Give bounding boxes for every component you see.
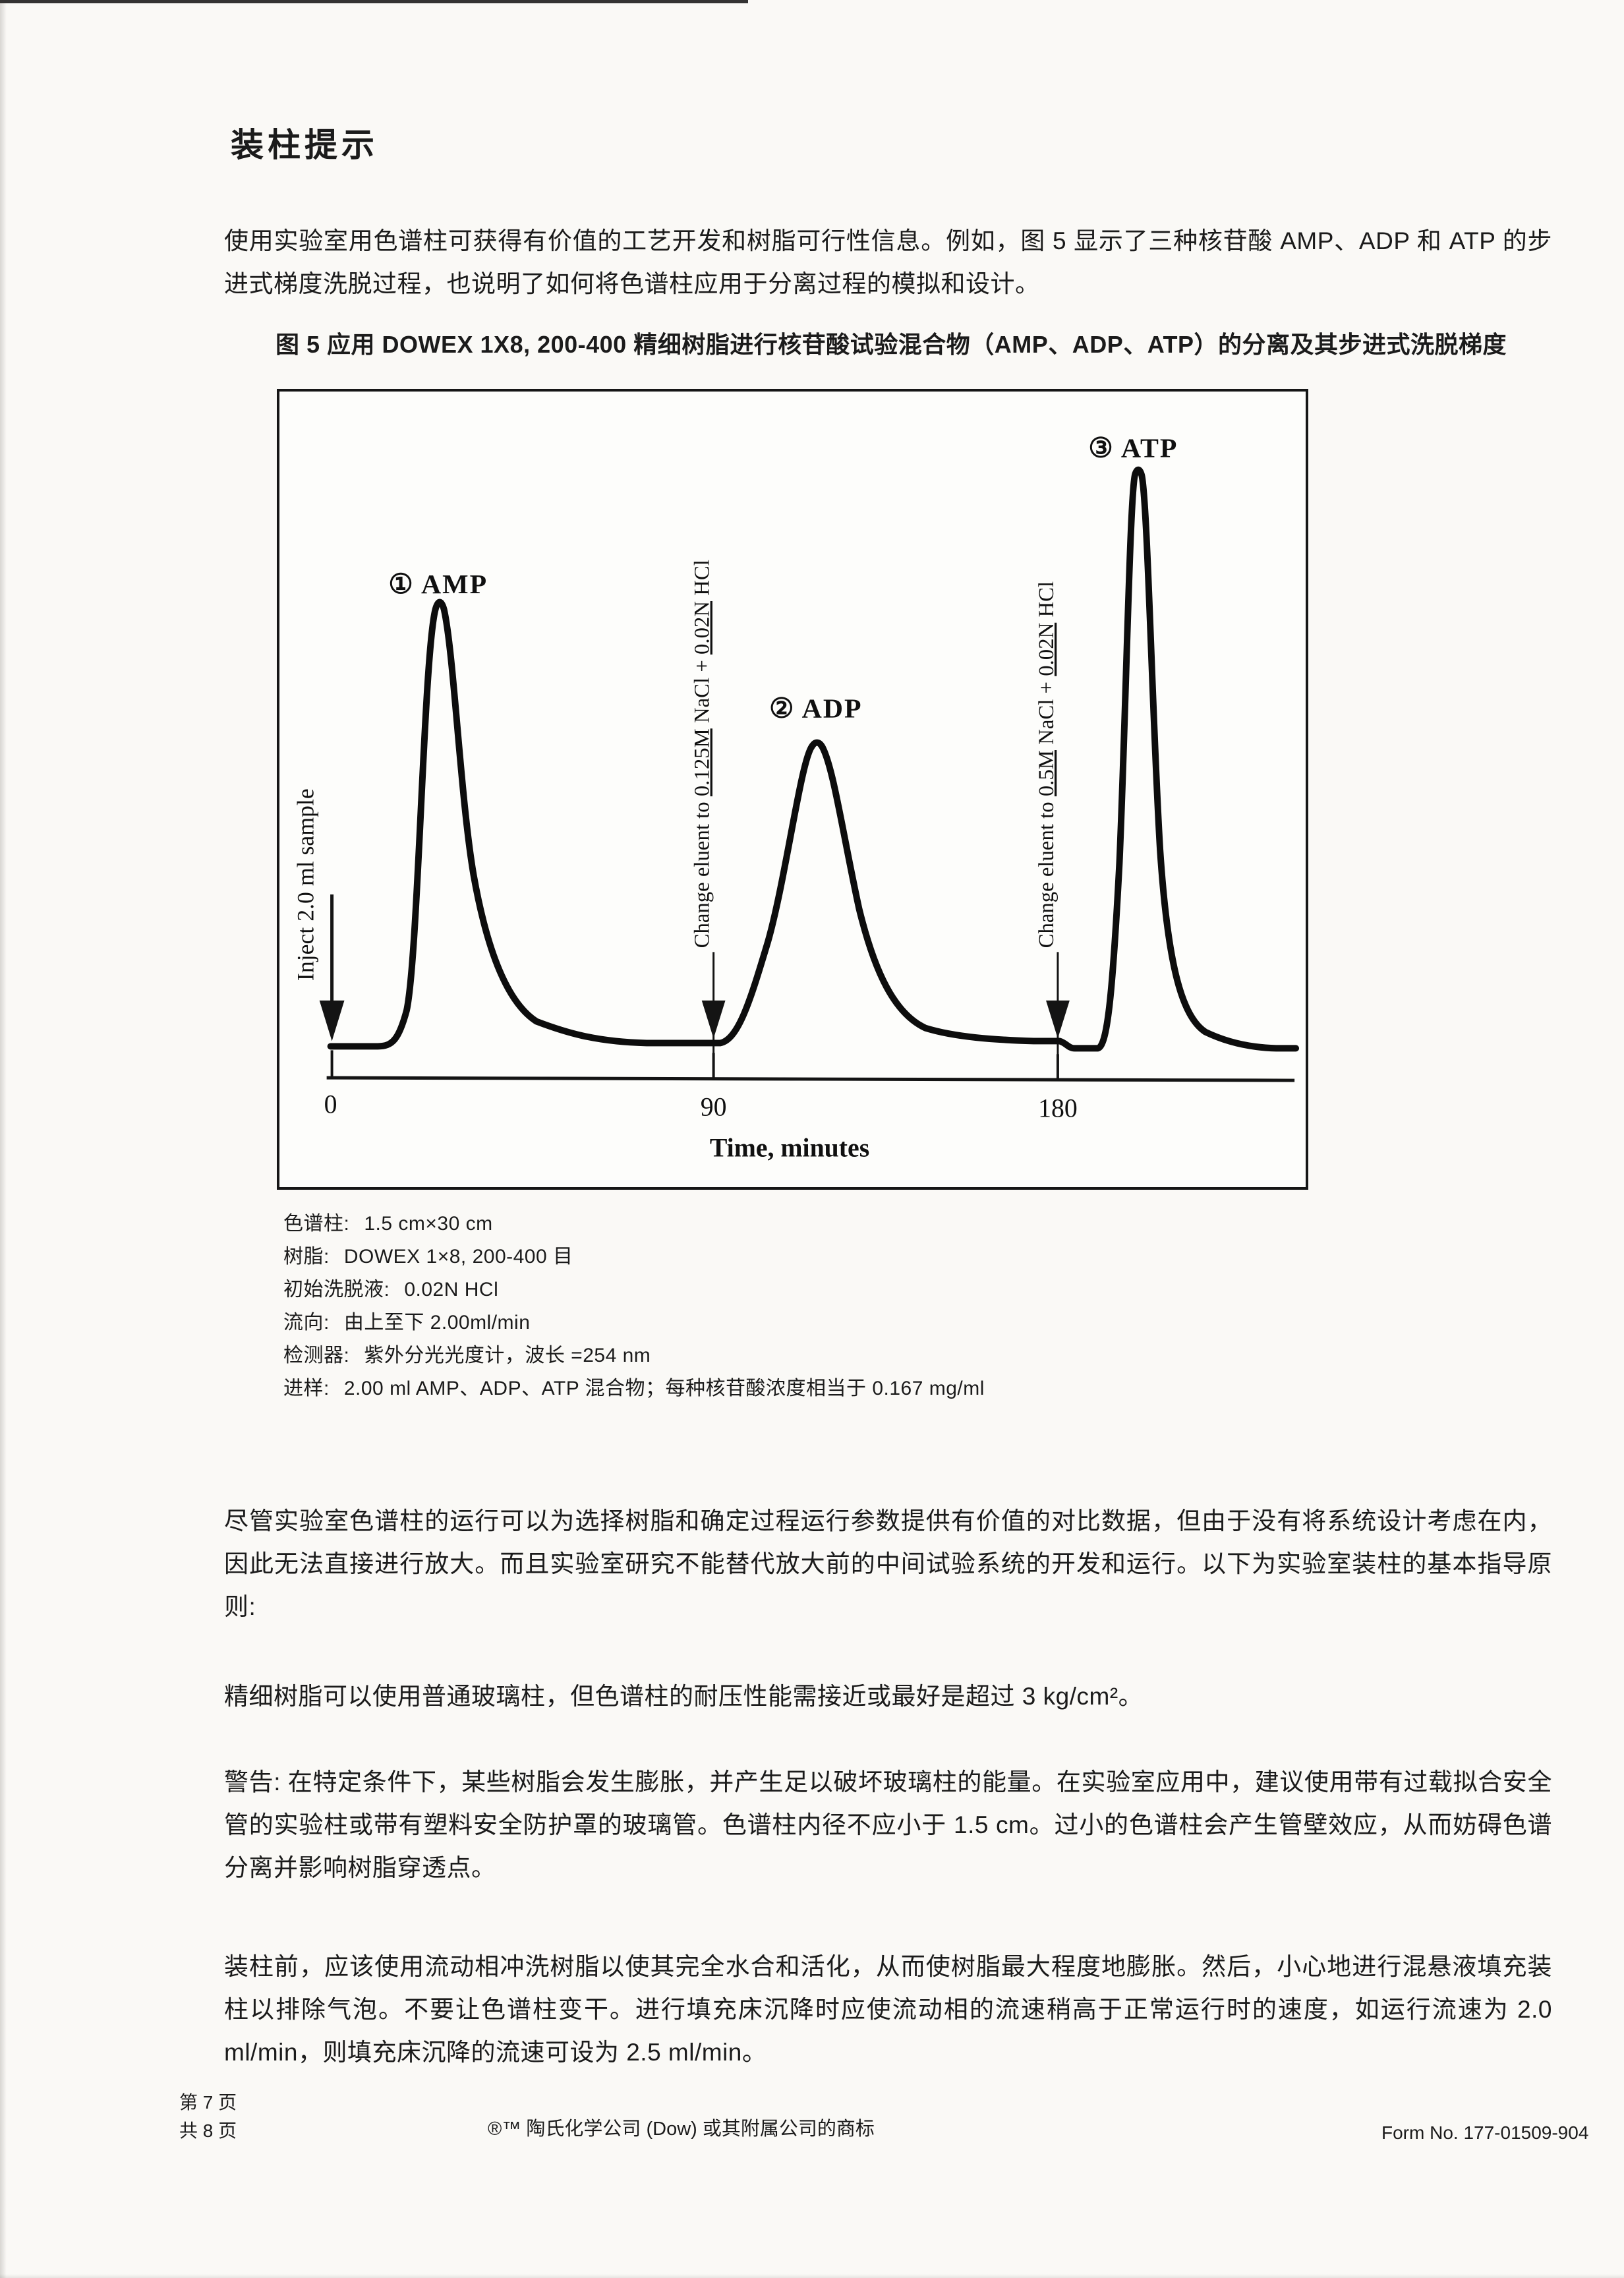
intro-paragraph: 使用实验室用色谱柱可获得有价值的工艺开发和树脂可行性信息。例如，图 5 显示了三… xyxy=(224,227,1552,297)
peak-label-adp: ② ADP xyxy=(769,694,862,724)
warning-paragraph: 警告: 在特定条件下，某些树脂会发生膨胀，并产生足以破坏玻璃柱的能量。在实验室应… xyxy=(224,1768,1552,1881)
x-axis-line xyxy=(326,1076,1295,1082)
parameter-label: 初始洗脱液: xyxy=(283,1279,390,1300)
eluent-change-2-conc: 0.5M xyxy=(1035,750,1058,796)
page-title: 装柱提示 xyxy=(231,126,378,163)
parameter-label: 检测器: xyxy=(283,1345,350,1366)
x-tick-label-0: 0 xyxy=(324,1090,337,1119)
parameter-row-column: 色谱柱: 1.5 cm×30 cm xyxy=(283,1208,985,1241)
footer-page-numbers: 第 7 页 共 8 页 xyxy=(179,2088,237,2145)
eluent-change-1-post: HCl xyxy=(691,560,714,601)
eluent-change-2-annotation: Change eluent to 0.5M NaCl + 0.02N HCl xyxy=(1035,581,1058,948)
glass-column-paragraph: 精细树脂可以使用普通玻璃柱，但色谱柱的耐压性能需接近或最好是超过 3 kg/cm… xyxy=(224,1683,1144,1710)
eluent-change-2-mid: NaCl + xyxy=(1035,676,1058,750)
parameter-value: 1.5 cm×30 cm xyxy=(364,1213,493,1235)
inject-annotation: Inject 2.0 ml sample xyxy=(293,788,319,981)
parameter-row-resin: 树脂: DOWEX 1×8, 200-400 目 xyxy=(283,1241,985,1273)
peak-label-amp: ① AMP xyxy=(388,570,488,600)
x-axis-title: Time, minutes xyxy=(710,1133,869,1162)
eluent-change-2-post: HCl xyxy=(1035,581,1058,623)
scan-edge-artifact-top xyxy=(0,0,748,3)
footer-page-total: 共 8 页 xyxy=(179,2120,237,2141)
scale-up-paragraph: 尽管实验室色谱柱的运行可以为选择树脂和确定过程运行参数提供有价值的对比数据，但由… xyxy=(224,1507,1552,1620)
parameter-value: 0.02N HCl xyxy=(404,1279,499,1300)
packing-paragraph: 装柱前，应该使用流动相冲洗树脂以使其完全水合和活化，从而使树脂最大程度地膨胀。然… xyxy=(224,1953,1552,2066)
parameter-row-initial-eluent: 初始洗脱液: 0.02N HCl xyxy=(283,1273,985,1306)
eluent-change-1-mid: NaCl + xyxy=(691,655,714,728)
parameter-label: 树脂: xyxy=(283,1246,330,1268)
eluent-change-2-acid: 0.02N xyxy=(1035,623,1058,676)
parameter-label: 进样: xyxy=(283,1378,330,1399)
footer-page-current: 第 7 页 xyxy=(179,2092,237,2113)
footer-form-number: Form No. 177-01509-904 xyxy=(1381,2122,1589,2143)
eluent-change-1-annotation: Change eluent to 0.125M NaCl + 0.02N HCl xyxy=(691,560,714,948)
x-tick-label-90: 90 xyxy=(701,1093,727,1122)
parameter-row-flow: 流向: 由上至下 2.00ml/min xyxy=(283,1306,985,1339)
parameter-value: DOWEX 1×8, 200-400 目 xyxy=(343,1246,573,1268)
chromatogram-trace xyxy=(327,466,1300,1052)
parameter-row-detector: 检测器: 紫外分光光度计，波长 =254 nm xyxy=(283,1339,985,1372)
parameter-value: 由上至下 2.00ml/min xyxy=(343,1312,531,1333)
figure-parameters-list: 色谱柱: 1.5 cm×30 cm 树脂: DOWEX 1×8, 200-400… xyxy=(283,1208,985,1405)
eluent-change-1-arrow-head xyxy=(701,1000,726,1039)
parameter-label: 色谱柱: xyxy=(283,1213,350,1235)
scan-edge-shadow-bottom xyxy=(0,2274,1624,2278)
eluent-change-1-conc: 0.125M xyxy=(691,728,714,796)
x-tick-label-180: 180 xyxy=(1038,1094,1078,1123)
eluent-change-2-arrow-head xyxy=(1046,1000,1070,1039)
parameter-row-sample: 进样: 2.00 ml AMP、ADP、ATP 混合物；每种核苷酸浓度相当于 0… xyxy=(283,1372,985,1405)
scan-edge-shadow-left xyxy=(0,0,7,2278)
eluent-change-1-pre: Change eluent to xyxy=(691,796,714,948)
parameter-value: 2.00 ml AMP、ADP、ATP 混合物；每种核苷酸浓度相当于 0.167… xyxy=(343,1378,985,1399)
eluent-change-2-pre: Change eluent to xyxy=(1035,796,1058,948)
parameter-value: 紫外分光光度计，波长 =254 nm xyxy=(364,1345,651,1366)
eluent-change-1-acid: 0.02N xyxy=(691,601,714,655)
figure-caption: 图 5 应用 DOWEX 1X8, 200-400 精细树脂进行核苷酸试验混合物… xyxy=(276,331,1507,358)
footer-trademark: ®™ 陶氏化学公司 (Dow) 或其附属公司的商标 xyxy=(488,2118,875,2140)
inject-arrow-head xyxy=(319,1000,345,1041)
chromatogram-figure: ① AMP ② ADP ③ ATP Inject 2.0 ml sample C… xyxy=(277,389,1308,1190)
parameter-label: 流向: xyxy=(283,1312,330,1333)
peak-label-atp: ③ ATP xyxy=(1088,433,1178,463)
chromatogram-chart: ① AMP ② ADP ③ ATP Inject 2.0 ml sample C… xyxy=(293,433,1300,1162)
